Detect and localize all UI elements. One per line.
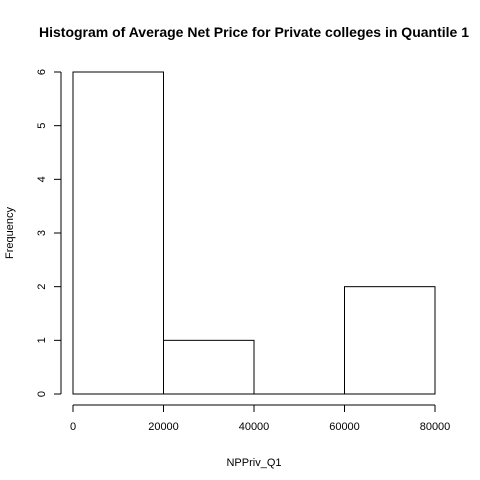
y-axis-label: Frequency bbox=[4, 207, 16, 259]
y-tick-label-1: 1 bbox=[36, 337, 48, 343]
chart-title: Histogram of Average Net Price for Priva… bbox=[39, 24, 469, 40]
x-tick-label-2: 40000 bbox=[239, 421, 270, 433]
x-axis: 0 20000 40000 60000 80000 bbox=[70, 404, 451, 433]
y-tick-label-5: 5 bbox=[36, 123, 48, 129]
x-axis-label: NPPriv_Q1 bbox=[226, 457, 281, 469]
y-tick-label-6: 6 bbox=[36, 69, 48, 75]
histogram-bar-1 bbox=[163, 339, 255, 395]
y-tick-label-4: 4 bbox=[36, 176, 48, 182]
histogram-bar-3 bbox=[344, 286, 436, 395]
x-tick-label-0: 0 bbox=[70, 421, 76, 433]
y-tick-label-2: 2 bbox=[36, 284, 48, 290]
x-tick-label-4: 80000 bbox=[420, 421, 451, 433]
histogram-bar-0 bbox=[72, 71, 164, 395]
y-tick-label-0: 0 bbox=[36, 391, 48, 397]
x-tick-label-1: 20000 bbox=[148, 421, 179, 433]
bars-group bbox=[72, 71, 436, 395]
y-axis: 0 1 2 3 4 5 6 bbox=[36, 69, 62, 397]
x-tick-label-3: 60000 bbox=[329, 421, 360, 433]
y-tick-label-3: 3 bbox=[36, 230, 48, 236]
